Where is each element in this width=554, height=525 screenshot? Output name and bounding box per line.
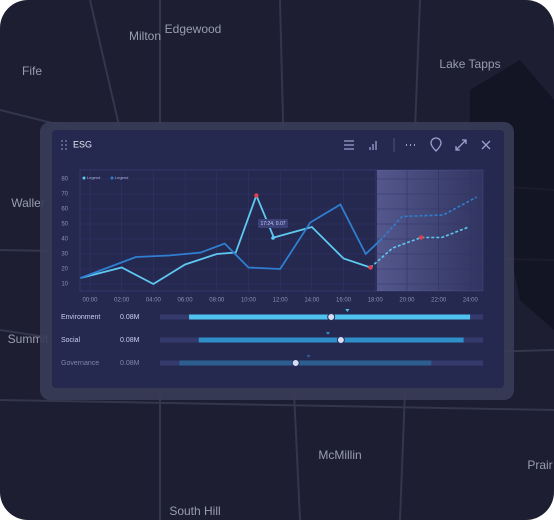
slider-amount: 0.08M: [120, 337, 140, 344]
slider-knob[interactable]: [336, 336, 345, 344]
forecast-line: [379, 196, 478, 242]
y-tick-label: 10: [61, 282, 68, 288]
x-tick-label: 16:00: [336, 298, 352, 304]
slider-label: Environment: [61, 314, 100, 321]
map-label: Fife: [22, 64, 42, 78]
series-line: [80, 193, 371, 286]
series-line: [80, 203, 381, 279]
forecast-region: [376, 170, 483, 291]
x-tick-label: 02:00: [114, 298, 130, 304]
x-tick-label: 04:00: [146, 298, 162, 304]
map-label: Milton: [129, 29, 161, 43]
expand-icon[interactable]: [455, 139, 467, 151]
list-icon[interactable]: [344, 140, 354, 150]
pin-icon[interactable]: [430, 137, 442, 152]
highlight-point: [254, 193, 259, 198]
y-tick-label: 80: [61, 177, 68, 183]
x-tick-label: 24:00: [463, 298, 479, 304]
x-tick-label: 14:00: [304, 298, 320, 304]
map-label: South Hill: [169, 504, 220, 518]
slider-amount: 0.08M: [120, 360, 140, 367]
slider-fill: [198, 337, 464, 343]
y-tick-label: 20: [61, 267, 68, 273]
slider-label: Social: [61, 337, 81, 344]
map-label: McMillin: [318, 448, 361, 462]
x-tick-label: 08:00: [209, 298, 225, 304]
x-tick-label: 18:00: [368, 298, 384, 304]
slider-fill: [179, 360, 432, 366]
slider-label: Governance: [61, 360, 99, 367]
legend-label: Legend: [115, 175, 128, 180]
legend-label: Legend: [87, 175, 100, 180]
slider-knob[interactable]: [327, 313, 336, 321]
y-tick-label: 30: [61, 252, 68, 258]
map-label: Summit: [8, 332, 49, 346]
x-tick-label: 00:00: [82, 298, 98, 304]
chart-icon[interactable]: [369, 141, 377, 150]
forecast-line: [369, 226, 470, 269]
map-label: Prair: [527, 458, 552, 472]
slider-target: [325, 332, 330, 335]
x-tick-label: 10:00: [241, 298, 257, 304]
tooltip-anchor: [271, 236, 275, 240]
slider-knob[interactable]: [291, 359, 300, 367]
legend-swatch: [110, 176, 114, 180]
drag-handle[interactable]: [61, 140, 67, 150]
y-tick-label: 60: [61, 207, 68, 213]
x-tick-label: 06:00: [178, 298, 194, 304]
legend-swatch: [82, 176, 86, 180]
map-label: Edgewood: [165, 22, 222, 36]
map-label: Lake Tapps: [439, 57, 500, 71]
y-tick-label: 50: [61, 222, 68, 228]
panel-title: ESG: [73, 139, 92, 149]
close-icon[interactable]: [481, 140, 491, 150]
highlight-point: [368, 265, 373, 270]
x-tick-label: 22:00: [431, 298, 447, 304]
y-tick-label: 40: [61, 237, 68, 243]
y-tick-label: 70: [61, 192, 68, 198]
x-tick-label: 12:00: [273, 298, 289, 304]
slider-amount: 0.08M: [120, 314, 140, 321]
slider-target: [306, 355, 311, 358]
slider-target: [345, 309, 350, 312]
tooltip: [258, 219, 288, 228]
highlight-point: [418, 235, 424, 240]
x-tick-label: 20:00: [399, 298, 415, 304]
tooltip-text: 17:24, 0.07: [260, 221, 285, 227]
map-label: Waller: [11, 196, 45, 210]
